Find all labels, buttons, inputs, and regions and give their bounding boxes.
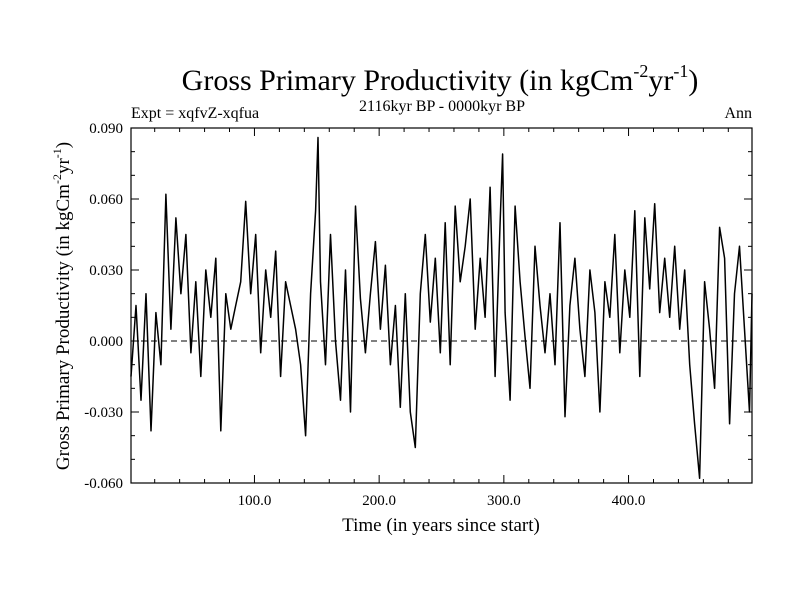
y-axis-label-end: ): [53, 142, 74, 148]
y-tick-label: 0.090: [89, 121, 123, 137]
ticks-layer: [131, 127, 752, 484]
x-axis-label: Time (in years since start): [342, 515, 540, 536]
y-tick-labels: -0.060 -0.030 0.000 0.030 0.060 0.090: [84, 121, 123, 492]
chart-title: Gross Primary Productivity (in kgCm-2yr-…: [182, 61, 699, 97]
y-axis-label-mid: yr: [53, 158, 74, 175]
x-tick-label: 400.0: [612, 493, 646, 509]
chart-title-sup1: -2: [633, 61, 648, 81]
series-line-0: [130, 136, 753, 480]
y-tick-label: 0.060: [89, 192, 123, 208]
experiment-label: Expt = xqfvZ-xqfua: [131, 105, 259, 122]
chart-title-mid: yr: [648, 64, 673, 97]
y-tick-label: 0.030: [89, 263, 123, 279]
y-tick-label: 0.000: [89, 334, 123, 350]
season-label: Ann: [724, 105, 752, 122]
x-tick-labels: 100.0 200.0 300.0 400.0: [238, 493, 646, 509]
plot-frame: [130, 127, 753, 484]
y-axis-label-main: Gross Primary Productivity (in kgCm: [53, 184, 74, 470]
y-tick-label: -0.030: [84, 405, 123, 421]
y-axis-label: Gross Primary Productivity (in kgCm-2yr-…: [50, 142, 74, 470]
x-tick-label: 100.0: [238, 493, 272, 509]
chart-title-main: Gross Primary Productivity (in kgCm: [182, 64, 634, 97]
x-tick-label: 300.0: [487, 493, 521, 509]
chart-title-end: ): [688, 64, 698, 97]
y-tick-label: -0.060: [84, 476, 123, 492]
x-tick-label: 200.0: [362, 493, 396, 509]
time-range-label: 2116kyr BP - 0000kyr BP: [359, 98, 525, 115]
series-layer: [130, 136, 753, 480]
y-axis-label-sup1: -2: [50, 174, 64, 184]
chart-title-sup2: -1: [673, 61, 688, 81]
y-axis-label-sup2: -1: [50, 148, 64, 158]
